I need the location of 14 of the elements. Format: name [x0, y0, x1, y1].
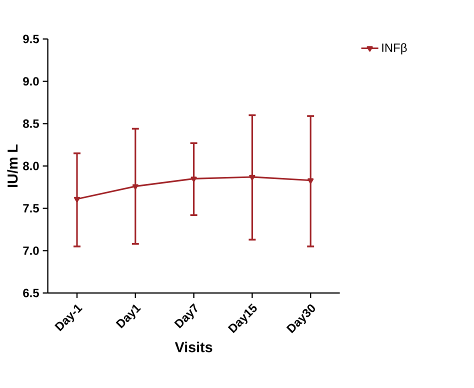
point: [308, 178, 314, 184]
point: [249, 174, 256, 180]
y-tick-label: 7.0: [23, 246, 39, 255]
x-axis-title: Visits: [174, 342, 212, 352]
point: [74, 196, 80, 202]
y-tick-label: 8.0: [23, 162, 39, 170]
y-tick-label: 9.5: [23, 34, 39, 44]
y-tick-label: 7.5: [23, 204, 39, 212]
legend-label: INFβ: [382, 43, 407, 54]
y-tick-label: 8.5: [23, 119, 39, 128]
y-tick-label: 6.5: [23, 288, 39, 298]
y-tick-label: 9.0: [23, 77, 39, 86]
point: [132, 184, 138, 190]
y-axis-title: IU/m L: [7, 144, 18, 187]
